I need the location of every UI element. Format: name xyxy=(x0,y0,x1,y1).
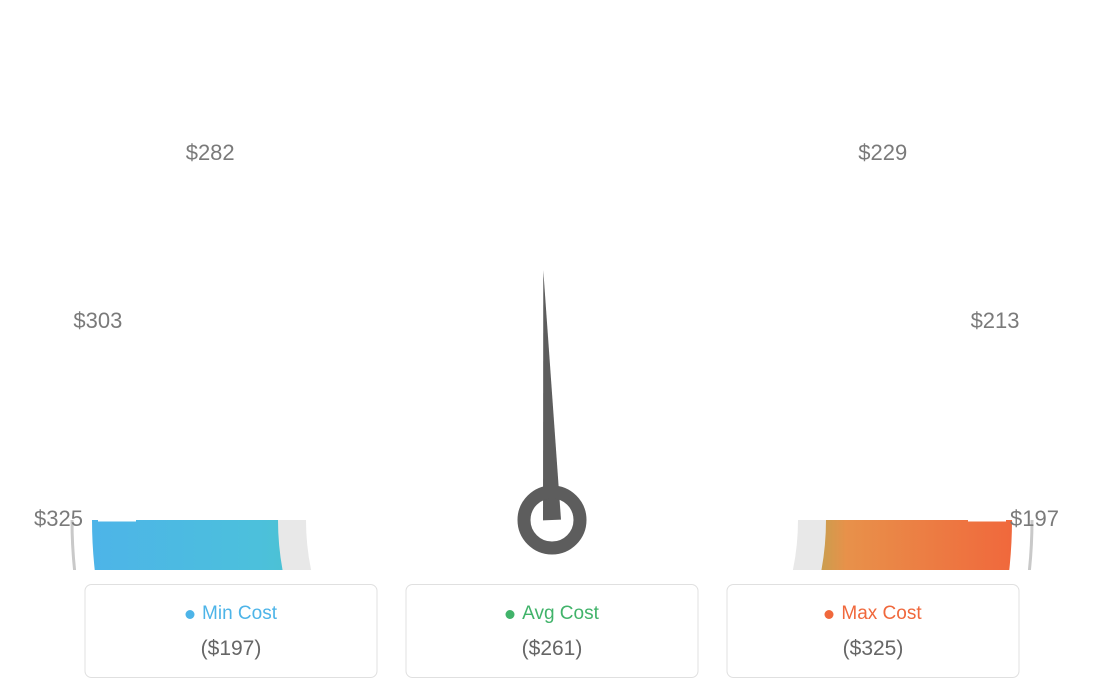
min-cost-label: Min Cost xyxy=(202,603,277,625)
max-cost-card: Max Cost ($325) xyxy=(727,584,1020,678)
gauge-tick-label: $213 xyxy=(971,308,1020,334)
gauge-svg xyxy=(0,0,1104,570)
avg-cost-label: Avg Cost xyxy=(522,603,599,625)
gauge-tick-label: $197 xyxy=(1010,506,1059,532)
gauge-tick-label: $325 xyxy=(34,506,83,532)
max-cost-title: Max Cost xyxy=(824,603,921,625)
max-dot-icon xyxy=(824,610,833,619)
gauge-tick-label: $229 xyxy=(858,140,907,166)
legend-row: Min Cost ($197) Avg Cost ($261) Max Cost… xyxy=(85,584,1020,678)
min-cost-value: ($197) xyxy=(86,637,377,661)
min-dot-icon xyxy=(185,610,194,619)
max-cost-label: Max Cost xyxy=(841,603,921,625)
avg-cost-card: Avg Cost ($261) xyxy=(406,584,699,678)
avg-dot-icon xyxy=(505,610,514,619)
max-cost-value: ($325) xyxy=(728,637,1019,661)
min-cost-card: Min Cost ($197) xyxy=(85,584,378,678)
gauge-tick-label: $282 xyxy=(186,140,235,166)
avg-cost-title: Avg Cost xyxy=(505,603,599,625)
cost-gauge: $197$213$229$261$282$303$325 xyxy=(0,0,1104,570)
gauge-tick-label: $303 xyxy=(73,308,122,334)
min-cost-title: Min Cost xyxy=(185,603,277,625)
avg-cost-value: ($261) xyxy=(407,637,698,661)
